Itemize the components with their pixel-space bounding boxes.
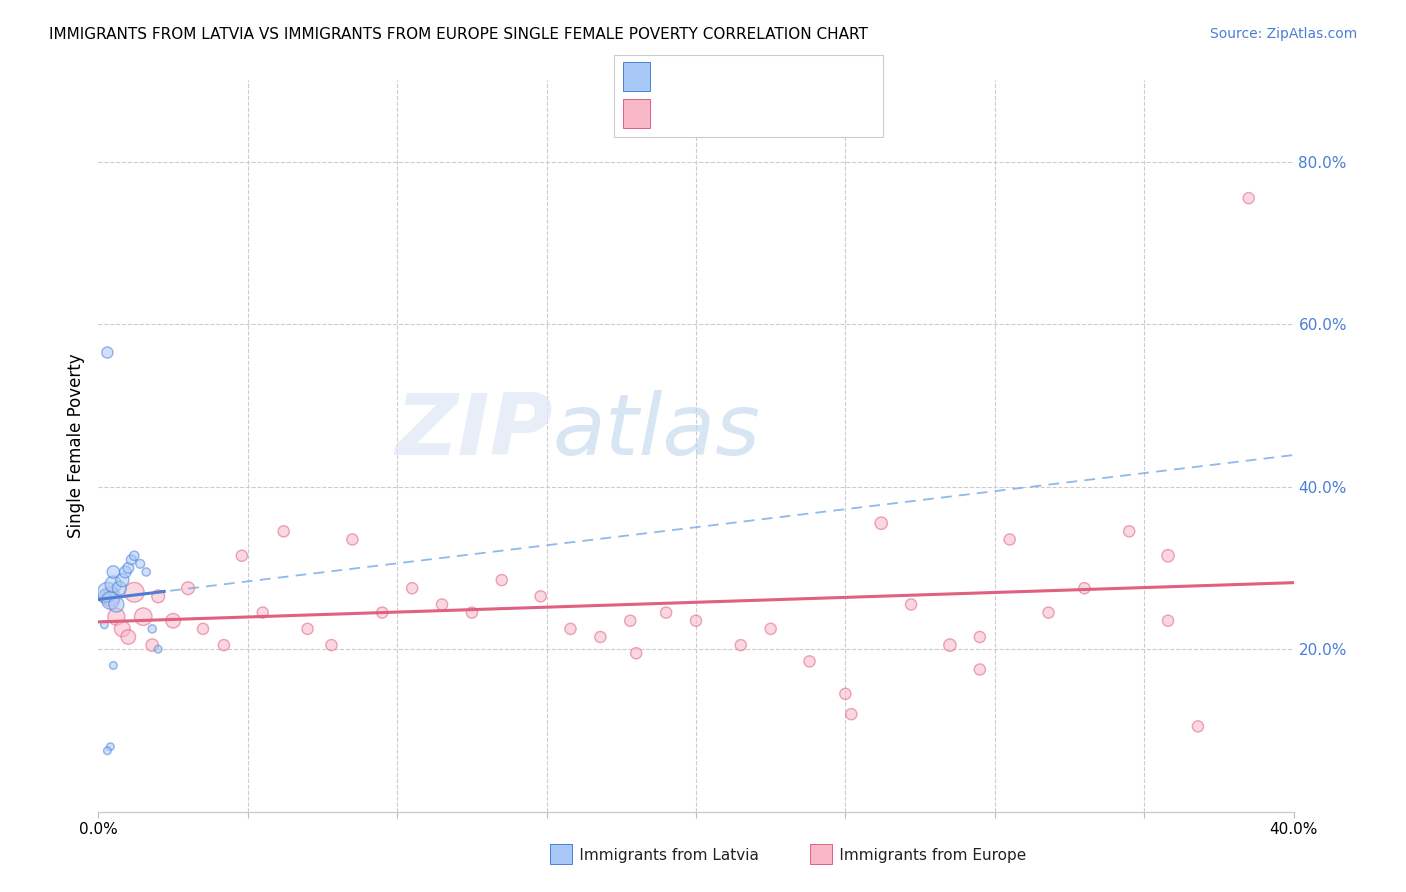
Point xyxy=(117,561,139,575)
Point xyxy=(124,585,146,599)
Point xyxy=(231,549,253,563)
Point xyxy=(730,638,752,652)
Point xyxy=(841,707,863,722)
Point xyxy=(141,638,163,652)
FancyBboxPatch shape xyxy=(810,844,832,864)
Text: Immigrants from Europe: Immigrants from Europe xyxy=(815,848,1026,863)
Point xyxy=(103,565,125,579)
Point xyxy=(148,590,170,604)
Point xyxy=(114,565,136,579)
Point xyxy=(98,590,122,604)
Point xyxy=(105,609,128,624)
Point xyxy=(98,593,122,607)
Point xyxy=(1157,549,1180,563)
Point xyxy=(834,687,856,701)
Point xyxy=(117,630,139,644)
Text: IMMIGRANTS FROM LATVIA VS IMMIGRANTS FROM EUROPE SINGLE FEMALE POVERTY CORRELATI: IMMIGRANTS FROM LATVIA VS IMMIGRANTS FRO… xyxy=(49,27,868,42)
Point xyxy=(626,646,648,660)
Point xyxy=(1157,614,1180,628)
Point xyxy=(120,553,142,567)
Point xyxy=(1038,606,1060,620)
Point xyxy=(111,622,134,636)
Point xyxy=(1187,719,1209,733)
Point xyxy=(148,642,170,657)
Point xyxy=(371,606,394,620)
Point xyxy=(685,614,707,628)
Point xyxy=(939,638,962,652)
Point xyxy=(177,581,200,595)
Text: N =: N = xyxy=(776,106,810,121)
Point xyxy=(969,630,991,644)
Point xyxy=(900,598,922,612)
Point xyxy=(252,606,274,620)
Point xyxy=(98,739,122,754)
Point xyxy=(135,565,157,579)
Point xyxy=(321,638,343,652)
Point xyxy=(998,533,1021,547)
Point xyxy=(96,585,118,599)
Point xyxy=(297,622,319,636)
Text: Source: ZipAtlas.com: Source: ZipAtlas.com xyxy=(1209,27,1357,41)
Point xyxy=(103,658,125,673)
Point xyxy=(655,606,678,620)
Point xyxy=(461,606,484,620)
Point xyxy=(1118,524,1140,539)
Y-axis label: Single Female Poverty: Single Female Poverty xyxy=(66,354,84,538)
Point xyxy=(430,598,453,612)
Point xyxy=(759,622,782,636)
Point xyxy=(162,614,184,628)
Point xyxy=(401,581,423,595)
Point xyxy=(191,622,214,636)
Point xyxy=(111,573,134,587)
Point xyxy=(799,654,821,668)
Point xyxy=(342,533,364,547)
Point xyxy=(108,581,131,595)
Text: 48: 48 xyxy=(814,104,838,123)
Text: N =: N = xyxy=(776,69,810,84)
Text: Immigrants from Latvia: Immigrants from Latvia xyxy=(555,848,759,863)
Text: R =: R = xyxy=(658,69,692,84)
Point xyxy=(96,744,118,758)
FancyBboxPatch shape xyxy=(623,99,650,128)
Point xyxy=(105,598,128,612)
Point xyxy=(132,609,155,624)
Point xyxy=(93,617,115,632)
Point xyxy=(870,516,893,531)
Point xyxy=(530,590,553,604)
Point xyxy=(491,573,513,587)
Point xyxy=(619,614,641,628)
Point xyxy=(124,549,146,563)
Text: 0.203: 0.203 xyxy=(699,104,752,123)
Point xyxy=(103,577,125,591)
Point xyxy=(589,630,612,644)
FancyBboxPatch shape xyxy=(623,62,650,91)
Text: 0.118: 0.118 xyxy=(699,68,752,86)
Point xyxy=(129,557,152,571)
Point xyxy=(273,524,295,539)
Point xyxy=(141,622,163,636)
Point xyxy=(96,345,118,359)
Point xyxy=(93,590,115,604)
Point xyxy=(212,638,235,652)
FancyBboxPatch shape xyxy=(614,55,883,136)
Point xyxy=(560,622,582,636)
Point xyxy=(1073,581,1095,595)
Point xyxy=(969,663,991,677)
FancyBboxPatch shape xyxy=(550,844,572,864)
Text: 21: 21 xyxy=(814,68,838,86)
Point xyxy=(1237,191,1260,205)
Text: ZIP: ZIP xyxy=(395,390,553,473)
Text: atlas: atlas xyxy=(553,390,761,473)
Text: R =: R = xyxy=(658,106,692,121)
